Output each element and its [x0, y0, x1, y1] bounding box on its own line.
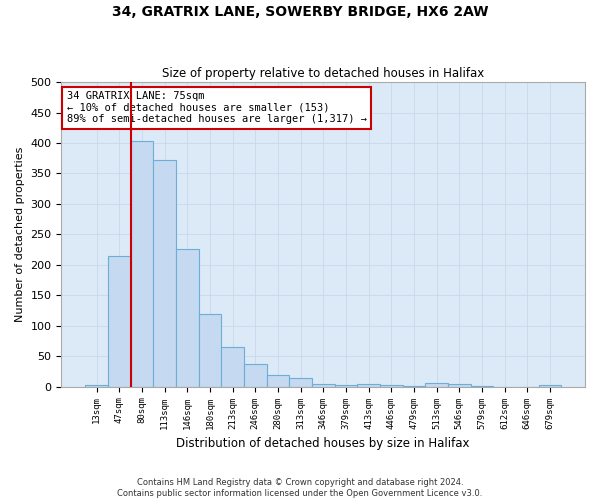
Bar — [266, 375, 289, 386]
Text: 34 GRATRIX LANE: 75sqm
← 10% of detached houses are smaller (153)
89% of semi-de: 34 GRATRIX LANE: 75sqm ← 10% of detached… — [67, 91, 367, 124]
Bar — [244, 364, 266, 386]
Text: Contains HM Land Registry data © Crown copyright and database right 2024.
Contai: Contains HM Land Registry data © Crown c… — [118, 478, 482, 498]
Title: Size of property relative to detached houses in Halifax: Size of property relative to detached ho… — [162, 66, 484, 80]
Bar — [312, 384, 335, 386]
Bar — [357, 384, 380, 386]
Bar — [153, 160, 176, 386]
Bar — [448, 384, 470, 386]
Bar — [221, 347, 244, 387]
Text: 34, GRATRIX LANE, SOWERBY BRIDGE, HX6 2AW: 34, GRATRIX LANE, SOWERBY BRIDGE, HX6 2A… — [112, 5, 488, 19]
Bar — [380, 385, 403, 386]
Bar — [199, 314, 221, 386]
Bar — [176, 249, 199, 386]
X-axis label: Distribution of detached houses by size in Halifax: Distribution of detached houses by size … — [176, 437, 470, 450]
Bar — [335, 385, 357, 386]
Bar — [108, 256, 131, 386]
Y-axis label: Number of detached properties: Number of detached properties — [15, 146, 25, 322]
Bar — [289, 378, 312, 386]
Bar — [425, 383, 448, 386]
Bar — [85, 385, 108, 386]
Bar — [131, 141, 153, 386]
